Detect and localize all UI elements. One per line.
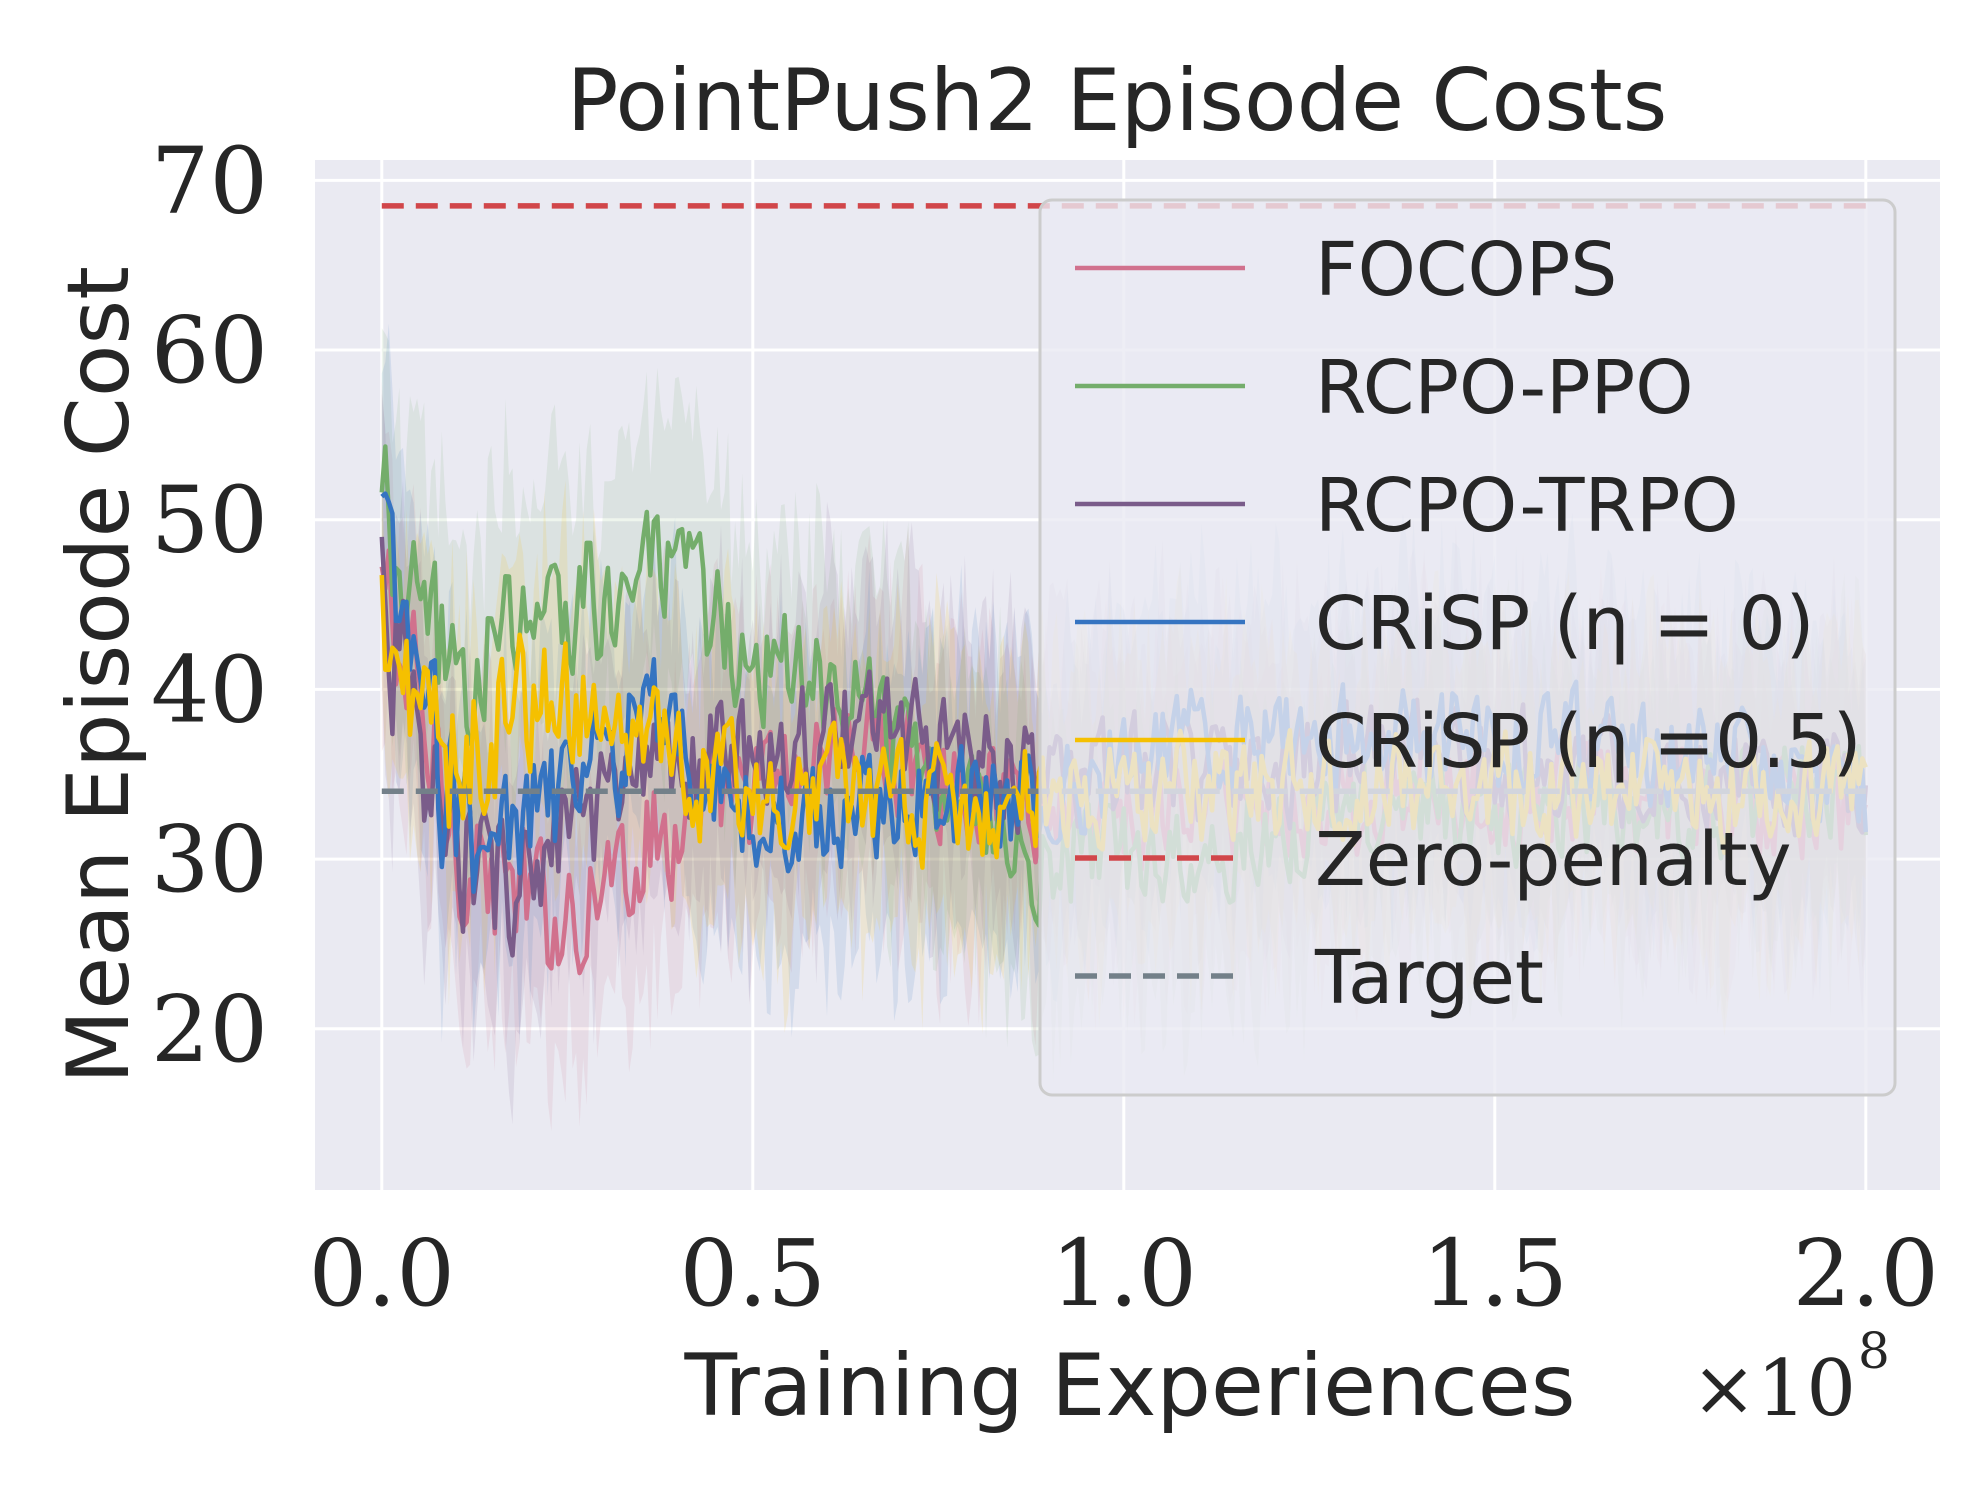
y-tick-label: 70: [151, 127, 268, 234]
chart-title: PointPush2 Episode Costs: [567, 51, 1668, 151]
y-tick-label: 60: [151, 297, 268, 404]
legend-label-rcpo-ppo: RCPO-PPO: [1315, 345, 1694, 431]
legend-label-crisp-0: CRiSP (η = 0): [1315, 581, 1815, 667]
legend-label-zero-penalty: Zero-penalty: [1315, 817, 1791, 903]
legend-label-crisp-0-5: CRiSP (η =0.5): [1315, 699, 1862, 785]
legend-label-focops: FOCOPS: [1315, 227, 1617, 313]
legend-box: [1038, 198, 1897, 1097]
x-tick-label: 0.0: [309, 1220, 455, 1327]
y-tick-label: 40: [151, 636, 268, 743]
legend-label-target: Target: [1314, 935, 1544, 1021]
axes: 0.0 0.5 1.0 1.5 2.0 20 30 40 50 60 70: [151, 127, 1939, 1327]
legend: FOCOPS RCPO-PPO RCPO-TRPO CRiSP (η = 0) CRiS…: [1038, 198, 1897, 1097]
x-tick-label: 1.5: [1422, 1220, 1568, 1327]
y-axis-label: Mean Episode Cost: [49, 266, 149, 1084]
x-scale-exponent: 8: [1858, 1322, 1890, 1380]
x-tick-label: 2.0: [1793, 1220, 1939, 1327]
legend-label-rcpo-trpo: RCPO-TRPO: [1315, 463, 1739, 549]
x-tick-label: 1.0: [1051, 1220, 1197, 1327]
y-tick-label: 30: [151, 806, 268, 913]
x-scale-multiplier: ×10: [1691, 1344, 1856, 1434]
x-axis-label: Training Experiences: [683, 1336, 1575, 1436]
y-tick-label: 50: [151, 467, 268, 574]
y-tick-label: 20: [151, 976, 268, 1083]
x-tick-label: 0.5: [680, 1220, 826, 1327]
